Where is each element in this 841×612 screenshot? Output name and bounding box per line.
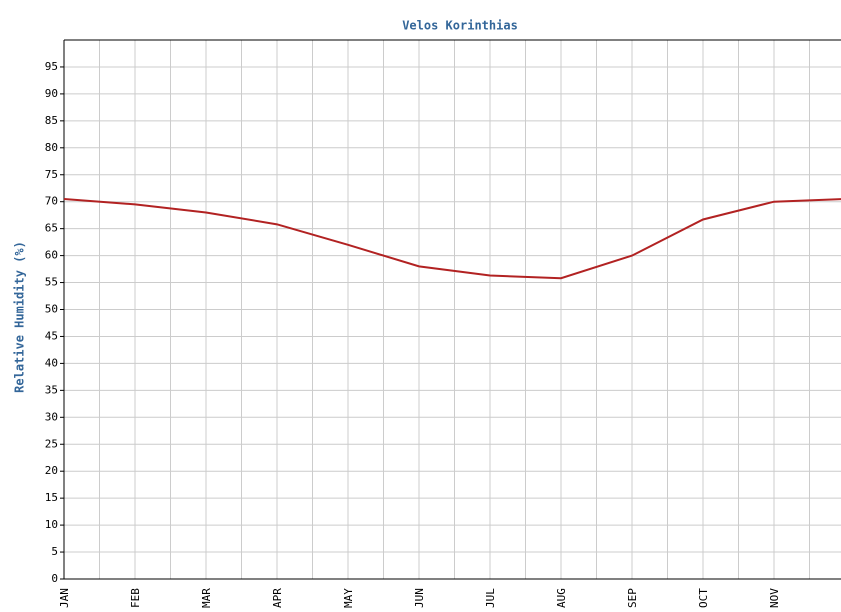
x-tick-label: MAY bbox=[342, 588, 355, 608]
y-tick-label: 75 bbox=[45, 168, 58, 181]
y-tick-label: 60 bbox=[45, 249, 58, 262]
y-tick-label: 20 bbox=[45, 464, 58, 477]
x-tick-label: JAN bbox=[58, 588, 71, 608]
y-tick-label: 45 bbox=[45, 329, 58, 342]
y-tick-label: 70 bbox=[45, 195, 58, 208]
y-tick-label: 10 bbox=[45, 518, 58, 531]
x-tick-label: SEP bbox=[626, 588, 639, 608]
y-tick-label: 50 bbox=[45, 303, 58, 316]
x-tick-label: NOV bbox=[768, 588, 781, 608]
y-tick-label: 55 bbox=[45, 276, 58, 289]
y-tick-label: 0 bbox=[51, 572, 58, 585]
y-tick-label: 65 bbox=[45, 222, 58, 235]
y-tick-label: 80 bbox=[45, 141, 58, 154]
x-tick-label: MAR bbox=[200, 588, 213, 608]
x-tick-label: OCT bbox=[697, 588, 710, 608]
y-tick-label: 30 bbox=[45, 410, 58, 423]
y-tick-label: 95 bbox=[45, 60, 58, 73]
y-tick-label: 15 bbox=[45, 491, 58, 504]
y-tick-label: 85 bbox=[45, 114, 58, 127]
x-tick-label: DEC bbox=[839, 588, 841, 608]
y-tick-label: 90 bbox=[45, 87, 58, 100]
x-tick-label: JUL bbox=[484, 588, 497, 608]
y-tick-label: 35 bbox=[45, 383, 58, 396]
x-tick-label: FEB bbox=[129, 588, 142, 608]
y-axis-label: Relative Humidity (%) bbox=[13, 241, 27, 393]
y-tick-label: 5 bbox=[51, 545, 58, 558]
x-tick-label: APR bbox=[271, 588, 284, 608]
x-tick-label: JUN bbox=[413, 588, 426, 608]
y-tick-label: 25 bbox=[45, 437, 58, 450]
data-line bbox=[63, 198, 841, 280]
chart-title: Velos Korinthias bbox=[402, 19, 518, 33]
y-tick-label: 40 bbox=[45, 356, 58, 369]
x-tick-label: AUG bbox=[555, 588, 568, 608]
